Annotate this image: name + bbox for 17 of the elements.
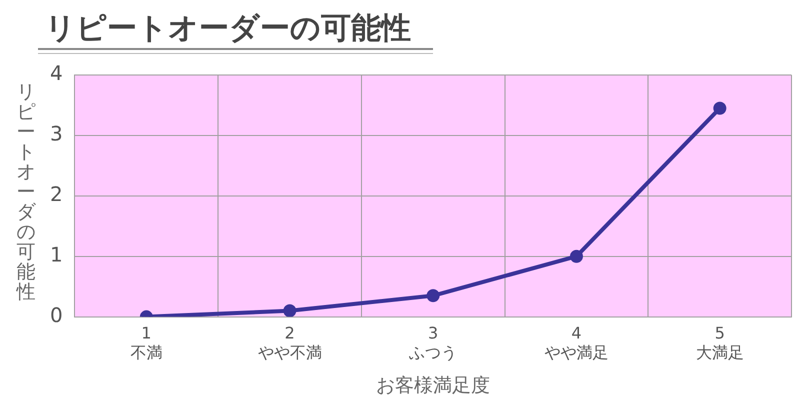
x-tick-label: 3 ふつう — [408, 324, 458, 362]
chart-title: リピートオーダーの可能性 — [45, 10, 411, 48]
x-tick-label: 4 やや満足 — [544, 324, 608, 362]
y-tick-label: 0 — [50, 303, 63, 328]
x-tick-label: 5 大満足 — [696, 324, 744, 362]
point — [283, 304, 296, 317]
point — [713, 102, 726, 115]
text: リピートオーダの可能性 — [16, 81, 36, 303]
y-tick-label: 3 — [50, 122, 63, 146]
x-axis-title: お客様満足度 — [376, 374, 490, 397]
y-tick-label: 2 — [50, 182, 63, 206]
x-tick-label: 2 やや不満 — [258, 324, 322, 362]
y-tick-label: 1 — [50, 242, 63, 267]
y-tick-label: 4 — [50, 61, 63, 86]
x-tick-label: 1 不満 — [130, 324, 162, 362]
point — [426, 289, 440, 302]
point — [570, 250, 583, 263]
